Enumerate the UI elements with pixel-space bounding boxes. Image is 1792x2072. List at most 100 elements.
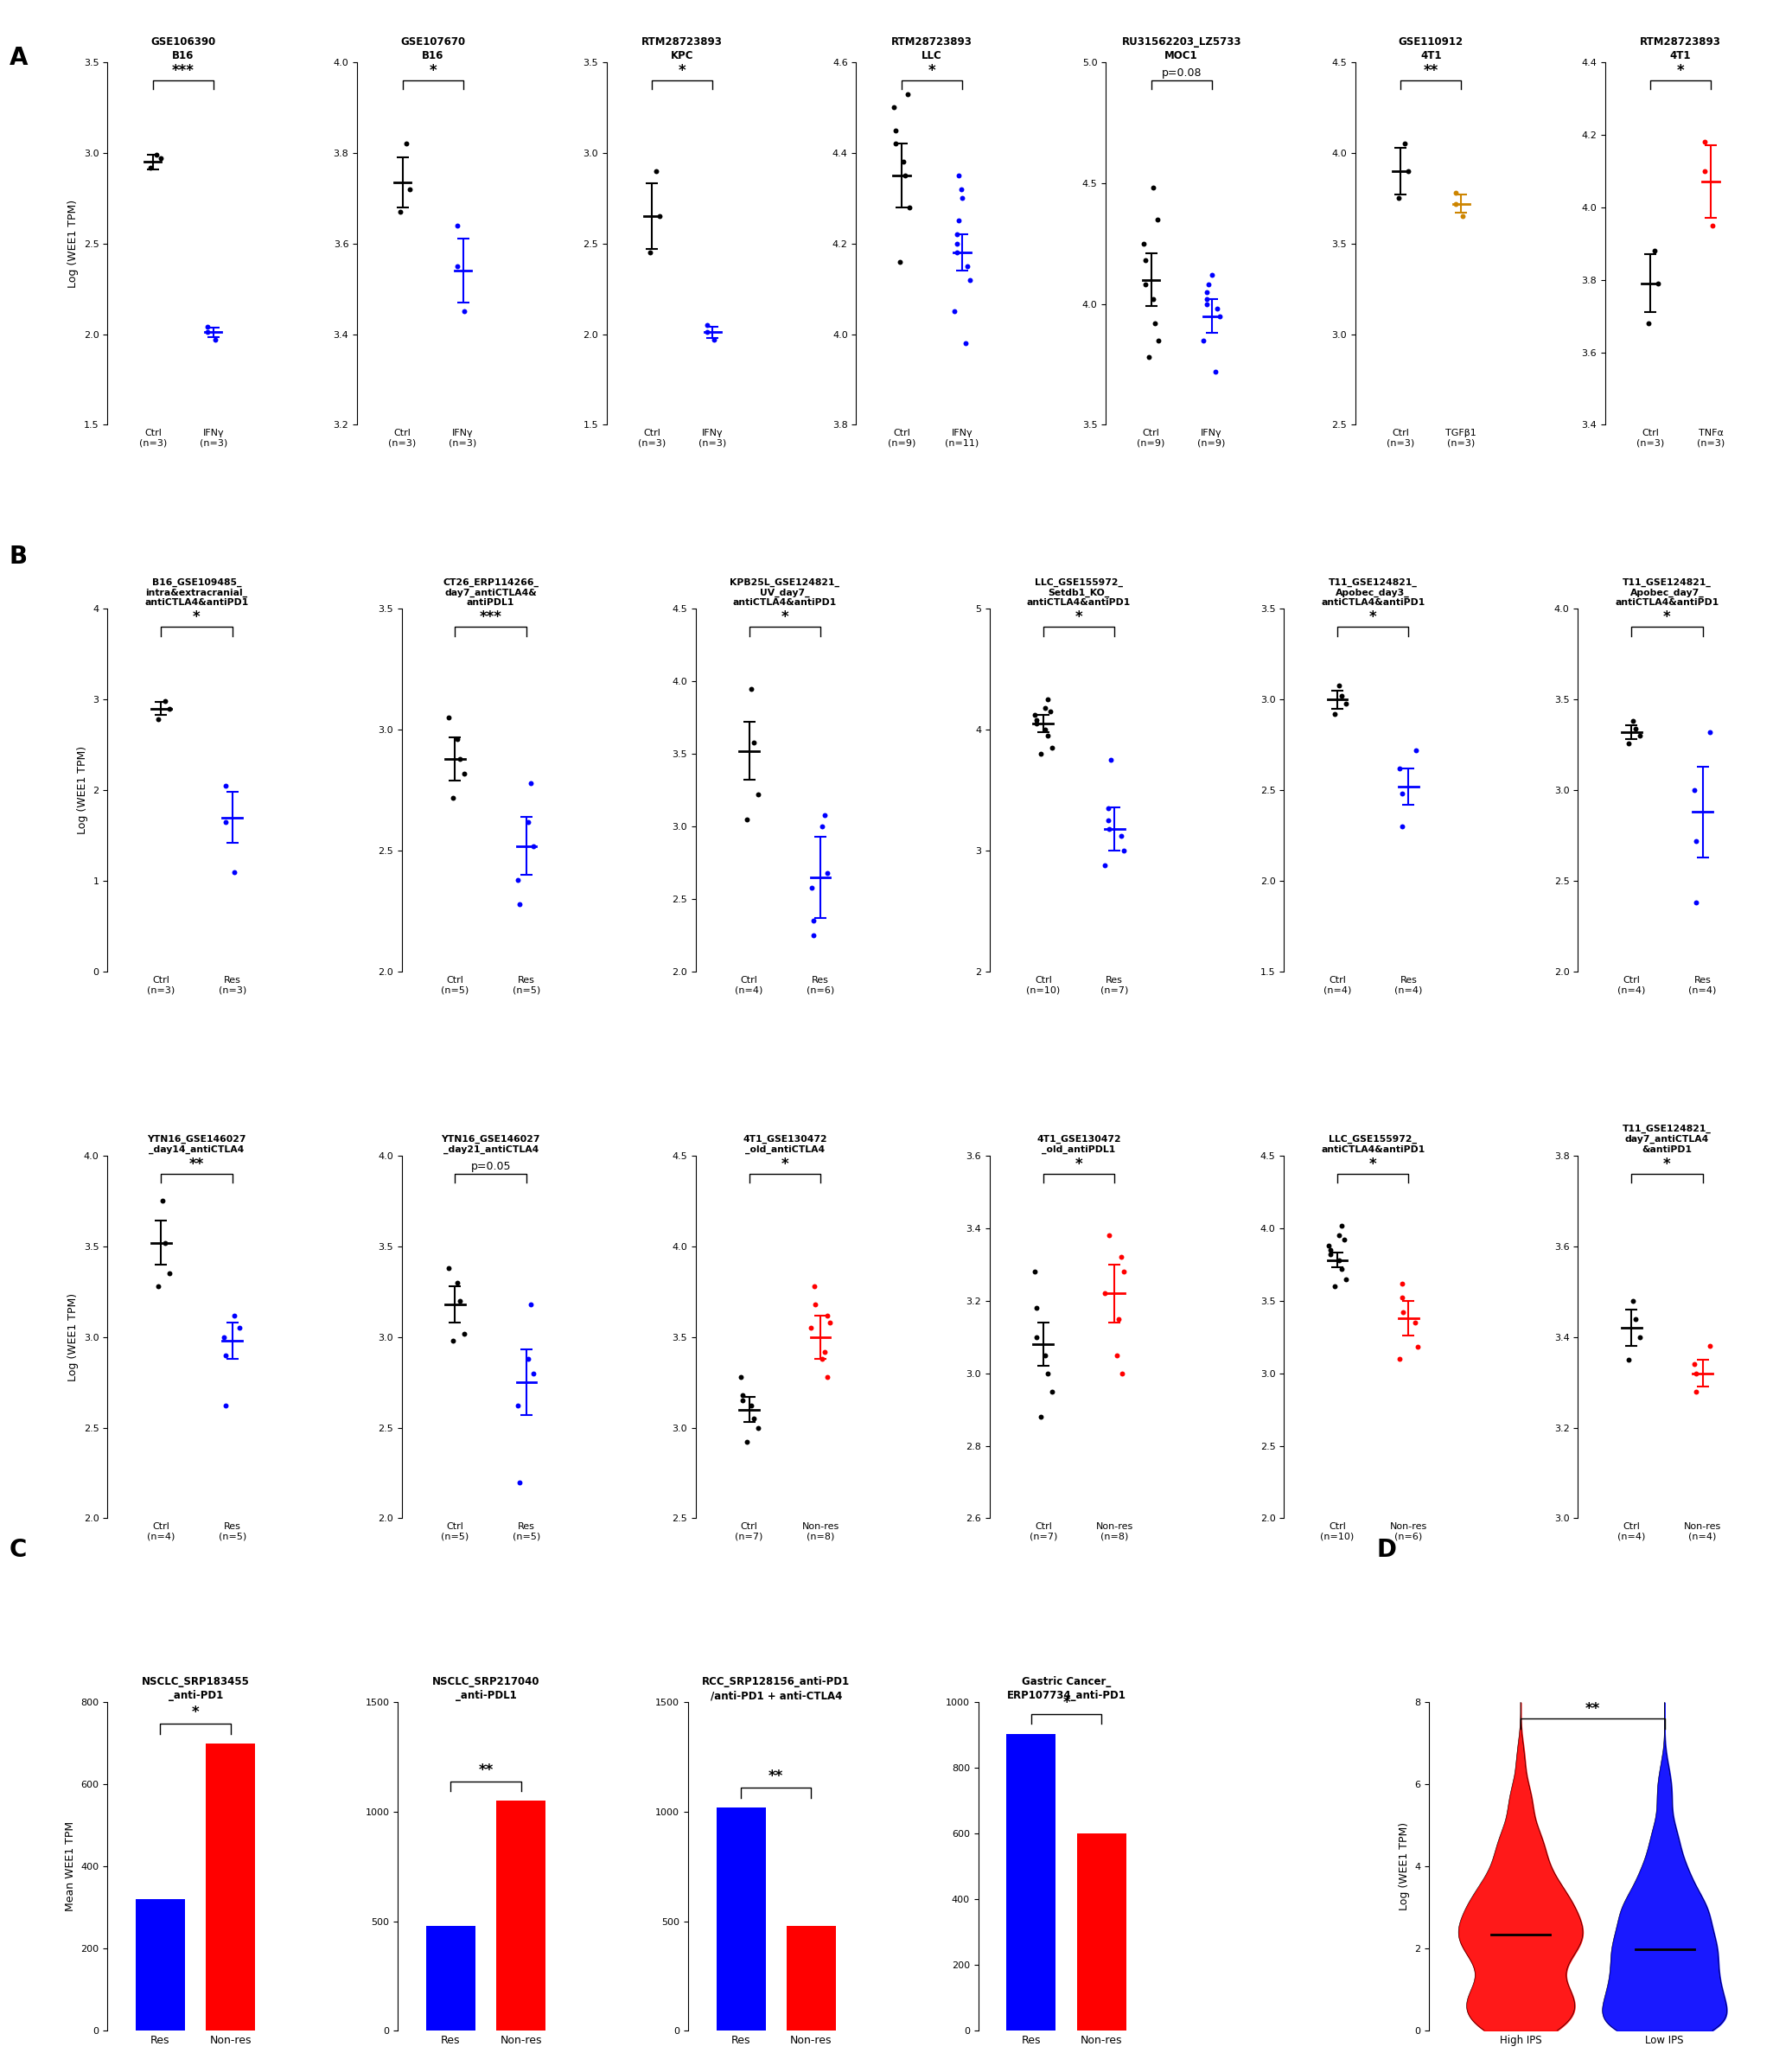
Point (1387, 810, 1416, 843)
Title: NSCLC_SRP183455
_anti-PD1: NSCLC_SRP183455 _anti-PD1 (142, 1676, 249, 1701)
Point (1197, 259, 1226, 292)
Point (882, 126, 910, 160)
Point (944, 160, 973, 193)
Point (516, 767, 545, 800)
Point (1615, 727, 1643, 760)
Text: C: C (9, 1537, 27, 1562)
Point (1643, 267, 1672, 300)
Point (645, 199, 674, 232)
Point (1328, 680, 1357, 713)
Point (156, 1258, 185, 1291)
Point (1093, 804, 1122, 837)
Point (894, 77, 923, 110)
Point (1027, 1401, 1055, 1434)
Point (1192, 282, 1220, 315)
Point (1038, 731, 1066, 765)
Point (1107, 1241, 1136, 1274)
Point (885, 244, 914, 278)
Point (444, 742, 473, 775)
Point (514, 806, 543, 839)
Point (520, 1357, 548, 1390)
Point (894, 191, 923, 224)
Point (740, 725, 769, 758)
Point (1107, 821, 1136, 854)
Point (1093, 1131, 1122, 1164)
Bar (717, 1807, 765, 2031)
Title: T11_GSE124821_
Apobec_day7_
antiCTLA4&antiPD1: T11_GSE124821_ Apobec_day7_ antiCTLA4&an… (1615, 578, 1719, 607)
Text: A: A (9, 46, 27, 70)
Text: *: * (781, 1156, 788, 1173)
Point (1328, 1208, 1357, 1241)
Point (504, 864, 532, 897)
Point (1095, 812, 1124, 845)
Point (808, 1343, 837, 1376)
Text: **: ** (1586, 1701, 1600, 1718)
Point (1038, 1376, 1066, 1409)
Point (211, 1339, 240, 1372)
Point (1109, 835, 1138, 868)
Point (1030, 692, 1059, 725)
Text: **: ** (478, 1763, 493, 1778)
Point (1618, 704, 1647, 738)
Title: GSE110912
4T1: GSE110912 4T1 (1398, 35, 1464, 62)
Point (439, 781, 468, 814)
Point (1104, 1303, 1133, 1336)
Point (797, 870, 826, 903)
Point (726, 1361, 754, 1394)
Point (799, 918, 828, 951)
Point (1615, 1343, 1643, 1376)
Title: LLC_GSE155972_
Setdb1_KO_
antiCTLA4&antiPD1: LLC_GSE155972_ Setdb1_KO_ antiCTLA4&anti… (1027, 578, 1131, 607)
Point (1695, 1330, 1724, 1363)
Point (151, 686, 179, 719)
Point (948, 182, 977, 215)
Point (1331, 1262, 1360, 1295)
Point (450, 294, 478, 327)
Point (1021, 707, 1050, 740)
Point (443, 249, 471, 282)
Point (220, 1299, 249, 1332)
Title: RTM28723893
KPC: RTM28723893 KPC (642, 35, 722, 62)
Bar (426, 1925, 475, 2031)
Point (1324, 1218, 1353, 1251)
Point (733, 802, 762, 835)
Point (450, 756, 478, 789)
Text: **: ** (190, 1156, 204, 1173)
Point (1695, 715, 1724, 748)
Text: *: * (192, 1705, 199, 1720)
Title: YTN16_GSE146027
_day14_antiCTLA4: YTN16_GSE146027 _day14_antiCTLA4 (147, 1135, 246, 1154)
Point (450, 1318, 478, 1351)
Point (1317, 1237, 1346, 1270)
Point (889, 37, 918, 70)
Point (1143, 203, 1172, 236)
Point (1330, 1222, 1358, 1256)
Point (516, 1289, 545, 1322)
Point (812, 1299, 840, 1332)
Point (1109, 1256, 1138, 1289)
Point (733, 1426, 762, 1459)
Title: RTM28723893
4T1: RTM28723893 4T1 (1640, 35, 1720, 62)
Point (814, 856, 842, 889)
Point (1138, 282, 1167, 315)
Point (939, 294, 968, 327)
Point (701, 323, 729, 356)
Point (1441, 176, 1469, 209)
Point (1391, 126, 1419, 160)
Point (1134, 340, 1163, 373)
Bar (787, 1925, 835, 2031)
Title: LLC_GSE155972_
antiCTLA4&antiPD1: LLC_GSE155972_ antiCTLA4&antiPD1 (1321, 1135, 1425, 1154)
Bar (206, 1743, 254, 2031)
Point (1107, 1357, 1136, 1390)
Point (1625, 1320, 1654, 1353)
Point (505, 887, 534, 920)
Point (728, 1384, 756, 1417)
Point (944, 205, 973, 238)
Title: RU31562203_LZ5733
MOC1: RU31562203_LZ5733 MOC1 (1122, 35, 1242, 62)
Point (194, 315, 222, 348)
Point (1690, 126, 1719, 160)
Point (1192, 276, 1220, 309)
Point (1690, 155, 1719, 189)
Point (1385, 752, 1414, 785)
Text: B: B (9, 545, 27, 570)
Point (1091, 850, 1120, 883)
Y-axis label: Mean WEE1 TPM: Mean WEE1 TPM (65, 1821, 75, 1912)
